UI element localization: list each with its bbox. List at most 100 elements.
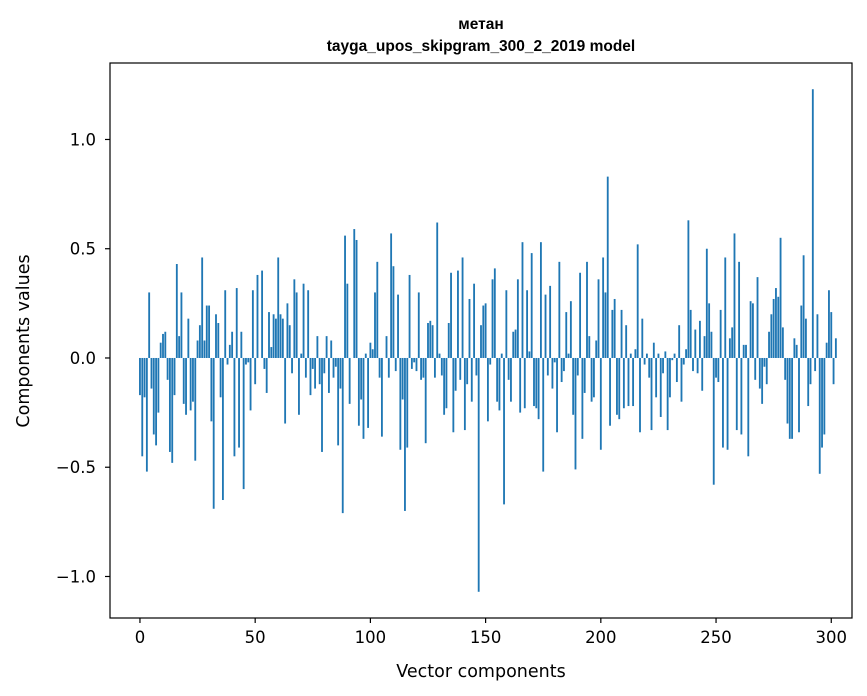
bar	[145, 357, 148, 472]
bar	[823, 357, 826, 435]
bar	[542, 357, 545, 472]
y-tick-label: 0.5	[70, 240, 96, 259]
bar	[346, 283, 349, 358]
bar	[152, 357, 155, 435]
bar	[238, 357, 240, 448]
bar	[323, 357, 326, 374]
bar	[659, 357, 662, 417]
bar	[447, 323, 450, 358]
bar	[461, 257, 464, 358]
bar	[768, 331, 770, 358]
bar	[786, 357, 789, 424]
bar	[595, 340, 598, 358]
bar	[662, 357, 664, 374]
bar	[775, 288, 777, 358]
bar	[387, 357, 390, 378]
bar	[606, 176, 609, 358]
bar	[166, 357, 169, 380]
bar	[279, 314, 282, 358]
bar	[367, 357, 370, 428]
bar	[579, 272, 582, 358]
bar	[567, 353, 570, 358]
bar	[784, 357, 787, 380]
x-axis-ticks: 0 50 100 150 200 250 300	[135, 618, 847, 647]
bar	[364, 353, 367, 358]
bar	[401, 357, 404, 400]
bar	[380, 357, 383, 437]
bar	[221, 357, 224, 501]
x-tick-label: 150	[470, 628, 502, 647]
bar	[477, 357, 480, 592]
bar	[809, 357, 812, 385]
bar	[814, 357, 817, 372]
bar	[415, 357, 418, 372]
bar	[284, 357, 287, 424]
bar	[376, 261, 379, 358]
bar	[332, 357, 335, 378]
bar	[712, 357, 715, 485]
bar	[168, 357, 171, 452]
bar	[235, 288, 238, 358]
bar	[427, 323, 429, 358]
bar	[353, 229, 356, 358]
bar	[696, 357, 699, 374]
bar	[321, 357, 323, 452]
bar	[609, 357, 611, 426]
bar	[231, 331, 234, 358]
bar	[281, 318, 284, 358]
bar	[807, 357, 810, 407]
bar	[404, 357, 406, 511]
bar	[728, 338, 731, 358]
y-axis-label: Components values	[14, 254, 34, 427]
bar	[445, 357, 448, 409]
bar	[834, 338, 837, 358]
bar	[666, 357, 669, 431]
bar	[528, 351, 531, 358]
bar	[325, 336, 328, 358]
bar	[249, 357, 252, 411]
bar	[157, 357, 160, 413]
bar	[516, 279, 519, 358]
bar	[675, 357, 678, 383]
bar	[330, 340, 333, 358]
x-tick-label: 0	[135, 628, 146, 647]
bar	[198, 325, 201, 358]
bar	[602, 257, 605, 358]
bar	[171, 357, 174, 463]
bar	[519, 357, 522, 413]
bar	[574, 357, 577, 470]
bar	[489, 357, 492, 365]
bar	[828, 290, 830, 358]
bar	[798, 357, 800, 433]
bar	[189, 357, 192, 411]
bar	[309, 357, 312, 396]
bar	[722, 357, 724, 448]
bar	[818, 357, 821, 474]
bar	[205, 305, 208, 358]
bar	[643, 357, 646, 365]
bar	[339, 357, 342, 389]
bar	[583, 357, 586, 393]
bar	[452, 357, 455, 433]
y-tick-label: −1.0	[56, 567, 96, 586]
bar	[652, 342, 655, 358]
bar	[553, 357, 556, 363]
bar	[143, 357, 146, 398]
bar	[698, 320, 701, 358]
bar	[466, 357, 469, 385]
bar	[705, 248, 708, 358]
bar	[779, 237, 782, 358]
bar	[496, 357, 499, 402]
bar	[556, 357, 558, 433]
bar	[360, 357, 363, 400]
bar	[758, 357, 761, 389]
bar	[311, 357, 314, 369]
bar	[523, 357, 526, 409]
bar	[203, 340, 206, 358]
bar	[408, 274, 411, 358]
bar	[224, 290, 227, 358]
bar	[498, 357, 501, 411]
bar	[298, 357, 300, 415]
bar	[251, 290, 254, 358]
bar	[304, 357, 307, 378]
